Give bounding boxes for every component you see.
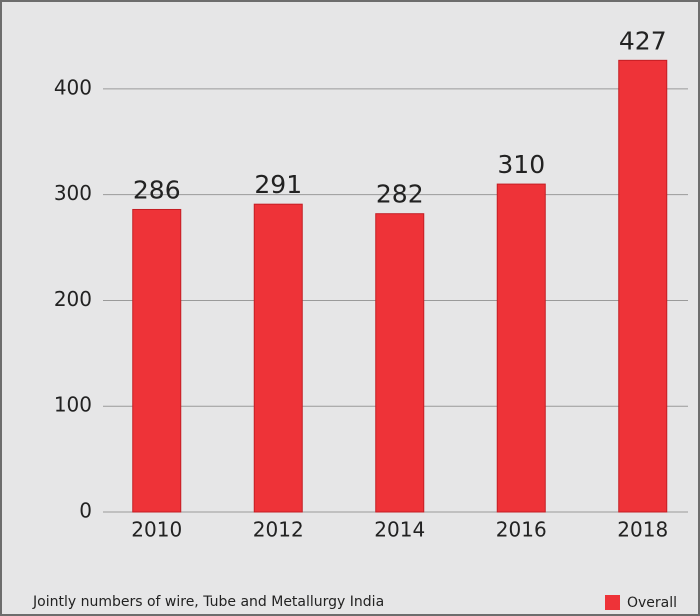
x-tick-label: 2012: [253, 518, 304, 542]
value-label: 310: [497, 150, 545, 179]
y-tick-label: 0: [79, 499, 92, 523]
x-tick-label: 2016: [496, 518, 547, 542]
y-tick-label: 300: [54, 181, 92, 205]
bar: [496, 183, 546, 513]
y-tick-label: 400: [54, 75, 92, 99]
bar: [132, 208, 182, 513]
caption: Jointly numbers of wire, Tube and Metall…: [32, 594, 384, 610]
y-tick-label: 200: [54, 287, 92, 311]
value-label: 282: [376, 180, 424, 209]
bar: [618, 59, 668, 513]
value-label: 291: [254, 170, 302, 199]
x-tick-label: 2018: [617, 518, 668, 542]
legend-label: Overall: [627, 595, 677, 611]
legend-swatch: [605, 595, 620, 610]
bar: [253, 203, 303, 513]
y-tick-label: 100: [54, 393, 92, 417]
x-tick-label: 2010: [131, 518, 182, 542]
bar: [375, 213, 425, 513]
x-tick-label: 2014: [374, 518, 425, 542]
value-label: 286: [133, 175, 181, 204]
value-label: 427: [619, 26, 667, 55]
